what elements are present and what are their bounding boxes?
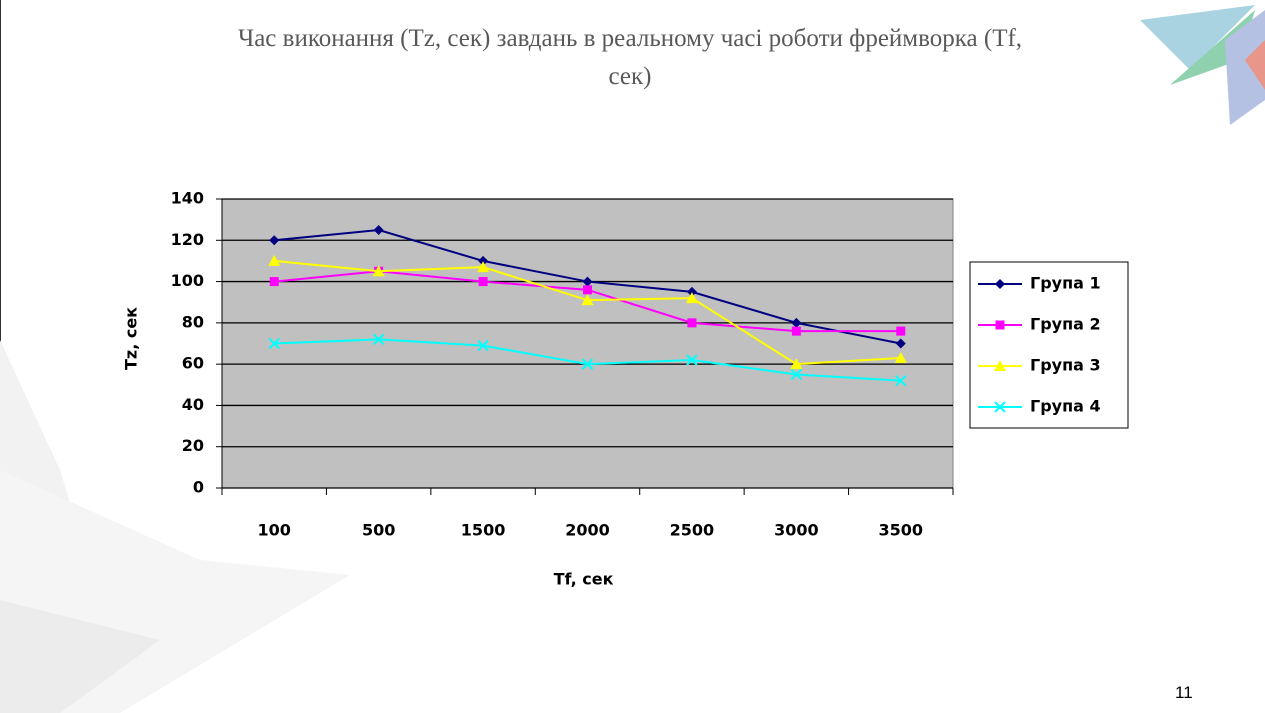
marker	[583, 285, 592, 294]
plot-area	[222, 199, 953, 488]
y-tick-label: 140	[171, 189, 204, 208]
marker	[687, 318, 696, 327]
x-tick-label: 2500	[670, 521, 715, 540]
marker	[896, 327, 905, 336]
x-axis-label: Tf, сек	[554, 570, 614, 589]
y-tick-label: 120	[171, 230, 204, 249]
marker	[996, 321, 1005, 330]
y-tick-label: 80	[182, 312, 204, 331]
x-tick-label: 100	[258, 521, 291, 540]
y-tick-label: 100	[171, 271, 204, 290]
marker	[792, 327, 801, 336]
legend-label: Група 1	[1030, 274, 1101, 293]
y-tick-label: 60	[182, 354, 204, 373]
slide: Час виконання (Tz, сек) завдань в реальн…	[0, 0, 1265, 713]
y-tick-label: 40	[182, 395, 204, 414]
x-tick-label: 3500	[879, 521, 924, 540]
y-tick-label: 20	[182, 436, 204, 455]
y-tick-label: 0	[193, 478, 204, 497]
x-tick-label: 2000	[565, 521, 610, 540]
chart: 0 20 40 60 80 100 120 140 100 500 1500 2000 2500 3000…	[0, 0, 1265, 713]
x-tick-label: 1500	[461, 521, 506, 540]
y-axis-label: Tz, сек	[122, 307, 141, 370]
marker	[479, 277, 488, 286]
x-tick-label: 3000	[774, 521, 819, 540]
legend-label: Група 3	[1030, 356, 1101, 375]
legend-label: Група 2	[1030, 315, 1101, 334]
x-tick-label: 500	[362, 521, 395, 540]
legend-label: Група 4	[1030, 397, 1101, 416]
marker	[270, 277, 279, 286]
